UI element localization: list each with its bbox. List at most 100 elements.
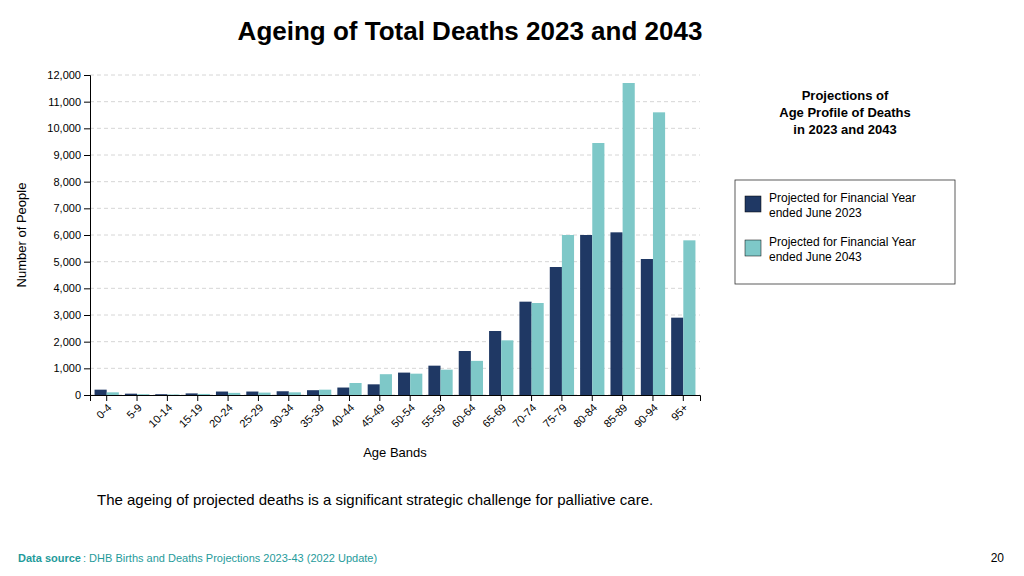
- tick: 25-29: [237, 395, 265, 430]
- bar: [95, 390, 107, 395]
- tick: 95+: [669, 395, 691, 423]
- legend: Projected for Financial Yearended June 2…: [735, 180, 955, 284]
- tick-label: 25-29: [237, 401, 265, 429]
- tick-label: 65-69: [480, 401, 508, 429]
- bar: [623, 83, 635, 395]
- tick: 90-94: [632, 395, 660, 430]
- bar: [441, 370, 453, 395]
- tick-mark: [84, 315, 90, 316]
- bar: [459, 351, 471, 395]
- tick-mark: [167, 395, 168, 401]
- tick-label: 35-39: [298, 401, 326, 429]
- tick-label: 8,000: [53, 176, 81, 188]
- tick: 45-49: [358, 395, 386, 430]
- tick-label: 5-9: [124, 401, 144, 421]
- bar: [501, 340, 513, 395]
- bar: [653, 112, 665, 395]
- tick: 1,000: [53, 362, 90, 374]
- tick: 70-74: [510, 395, 538, 430]
- tick: 3,000: [53, 309, 90, 321]
- tick-label: 20-24: [207, 401, 235, 429]
- grid-line: [90, 101, 700, 102]
- bar: [550, 267, 562, 395]
- tick-label: 5,000: [53, 256, 81, 268]
- bar: [228, 393, 240, 395]
- subtitle: The ageing of projected deaths is a sign…: [97, 491, 653, 508]
- tick-mark: [622, 395, 623, 401]
- tick-label: 70-74: [510, 401, 538, 429]
- page-number: 20: [991, 551, 1005, 565]
- tick-mark: [531, 395, 532, 401]
- text-line: Age Profile of Deaths: [779, 105, 910, 120]
- bar: [580, 235, 592, 395]
- bar: [258, 393, 270, 395]
- tick-mark: [258, 395, 259, 401]
- tick-label: 90-94: [632, 401, 660, 429]
- bar: [319, 390, 331, 395]
- tick: 0: [75, 389, 90, 401]
- tick-mark: [84, 75, 90, 76]
- tick-label: 0-4: [94, 401, 114, 421]
- tick-label: 6,000: [53, 229, 81, 241]
- tick: 5,000: [53, 256, 90, 268]
- bar: [610, 232, 622, 395]
- tick-label: 30-34: [267, 401, 295, 429]
- tick-mark: [84, 155, 90, 156]
- legend-label: Projected for Financial Yearended June 2…: [769, 191, 916, 220]
- tick-label: 9,000: [53, 149, 81, 161]
- text-line: ended June 2023: [769, 206, 862, 220]
- tick-mark: [592, 395, 593, 401]
- bar: [167, 394, 179, 395]
- tick: 40-44: [328, 395, 356, 430]
- tick-mark: [349, 395, 350, 401]
- x-axis: 0-4 5-910-1415-1920-2425-2930-3435-3940-4…: [91, 395, 701, 430]
- tick-label: 15-19: [176, 401, 204, 429]
- tick: 11,000: [48, 96, 90, 108]
- bar: [289, 392, 301, 395]
- tick-label: 80-84: [571, 401, 599, 429]
- tick-label: 11,000: [48, 96, 81, 108]
- bar: [380, 374, 392, 395]
- tick-mark: [561, 395, 562, 401]
- text-line: ended June 2043: [769, 250, 862, 264]
- bar: [671, 318, 683, 395]
- bar: [562, 235, 574, 395]
- bar: [410, 374, 422, 395]
- source-text: : DHB Births and Deaths Projections 2023…: [83, 552, 377, 564]
- tick-mark: [84, 342, 90, 343]
- x-axis-title: Age Bands: [363, 445, 427, 460]
- grid-line: [90, 368, 700, 369]
- tick: 8,000: [53, 176, 90, 188]
- grid-line: [90, 315, 700, 316]
- tick-label: 45-49: [358, 401, 386, 429]
- tick-label: 3,000: [53, 309, 81, 321]
- tick-label: 0: [75, 389, 81, 401]
- bar: [471, 361, 483, 395]
- legend-swatch: [745, 240, 761, 256]
- tick: 55-59: [419, 395, 447, 430]
- tick: 85-89: [601, 395, 629, 430]
- bar: [337, 388, 349, 395]
- tick-mark: [84, 395, 90, 396]
- bar: [683, 240, 695, 395]
- tick-label: 2,000: [53, 336, 81, 348]
- tick-mark: [197, 395, 198, 401]
- tick-mark: [137, 395, 138, 401]
- tick-mark: [106, 395, 107, 401]
- bar: [246, 392, 258, 395]
- tick: 10-14: [146, 395, 174, 430]
- tick-mark: [501, 395, 502, 401]
- tick-label: 95+: [669, 401, 691, 423]
- tick: 60-64: [449, 395, 477, 430]
- grid-line: [90, 155, 700, 156]
- bar: [198, 394, 210, 395]
- tick-mark: [84, 235, 90, 236]
- tick: 80-84: [571, 395, 599, 430]
- bar: [592, 143, 604, 395]
- grid-line: [90, 288, 700, 289]
- bar: [216, 392, 228, 395]
- tick-mark: [84, 288, 90, 289]
- series: [107, 83, 696, 395]
- grid-line: [90, 261, 700, 262]
- tick: 12,000: [47, 69, 90, 81]
